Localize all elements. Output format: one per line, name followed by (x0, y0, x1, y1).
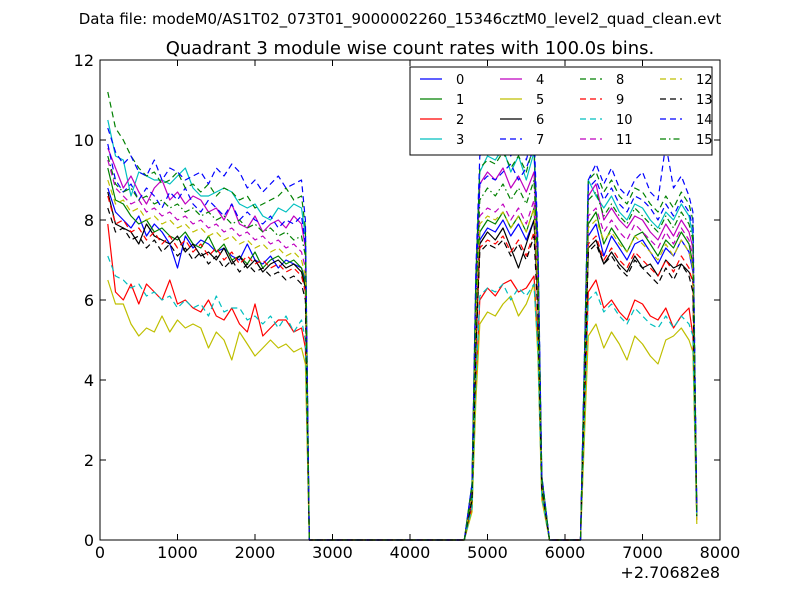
series-line-3 (107, 119, 698, 541)
y-tick-label: 12 (74, 51, 94, 70)
legend-label-7: 7 (536, 133, 544, 148)
y-tick-label: 10 (74, 131, 94, 150)
figure-suptitle: Data file: modeM0/AS1T02_073T01_90000022… (79, 10, 722, 29)
series-line-10 (107, 255, 698, 541)
series-line-0 (107, 187, 698, 541)
legend-label-3: 3 (456, 133, 464, 148)
legend-label-10: 10 (616, 113, 633, 128)
legend-label-5: 5 (536, 93, 544, 108)
y-tick-label: 2 (84, 451, 94, 470)
axis-ticks: 0 1000 2000 3000 4000 5000 6000 7000 80000246810… (74, 51, 741, 562)
series-line-7 (107, 143, 698, 541)
series-line-14 (107, 127, 698, 541)
x-tick-label: 7000 (622, 543, 663, 562)
series-line-1 (107, 167, 698, 541)
legend-label-13: 13 (696, 93, 713, 108)
plot-lines (107, 91, 698, 541)
x-tick-label: 3000 (312, 543, 353, 562)
x-axis-offset-label: +2.70682e8 (620, 563, 720, 582)
legend-label-14: 14 (696, 113, 713, 128)
legend-label-0: 0 (456, 73, 464, 88)
y-tick-label: 6 (84, 291, 94, 310)
legend-label-6: 6 (536, 113, 544, 128)
legend-label-2: 2 (456, 113, 464, 128)
legend-label-9: 9 (616, 93, 624, 108)
x-tick-label: 8000 (700, 543, 741, 562)
series-line-9 (107, 195, 698, 541)
x-tick-label: 2000 (235, 543, 276, 562)
x-tick-label: 1000 (157, 543, 198, 562)
series-line-8 (107, 91, 698, 541)
x-tick-label: 0 (95, 543, 105, 562)
legend-label-12: 12 (696, 73, 713, 88)
y-tick-label: 8 (84, 211, 94, 230)
chart-title: Quadrant 3 module wise count rates with … (166, 38, 655, 59)
x-tick-label: 5000 (467, 543, 508, 562)
series-line-5 (107, 279, 698, 541)
legend-label-1: 1 (456, 93, 464, 108)
legend-box (409, 66, 713, 156)
x-tick-label: 6000 (545, 543, 586, 562)
legend-label-8: 8 (616, 73, 624, 88)
x-tick-label: 4000 (390, 543, 431, 562)
y-tick-label: 0 (84, 531, 94, 550)
legend-label-11: 11 (616, 133, 633, 148)
legend-label-15: 15 (696, 133, 713, 148)
legend-label-4: 4 (536, 73, 544, 88)
y-tick-label: 4 (84, 371, 94, 390)
series-line-11 (107, 159, 698, 541)
series-line-2 (107, 223, 698, 541)
